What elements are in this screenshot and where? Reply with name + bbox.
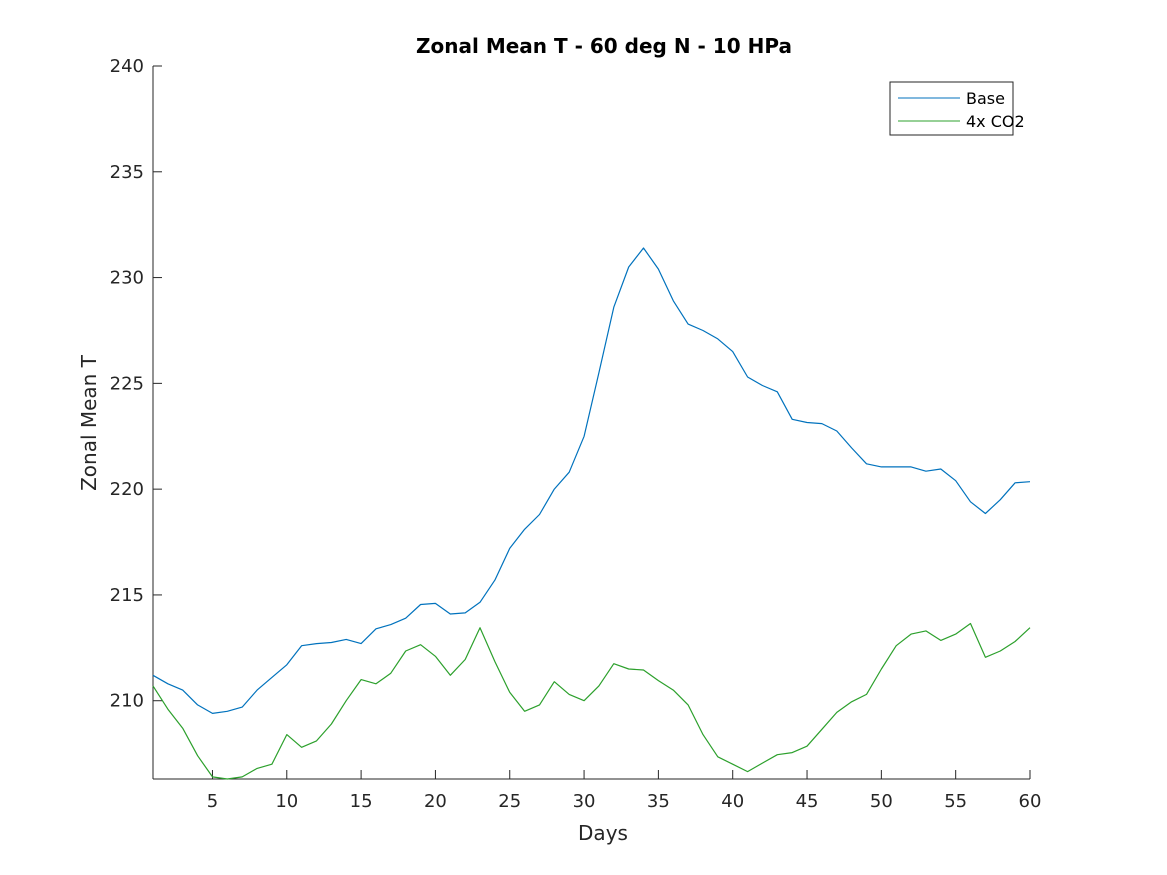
legend-box xyxy=(889,81,1014,136)
y-tick-label: 210 xyxy=(110,691,144,712)
x-tick-label: 20 xyxy=(424,791,447,812)
y-tick-label: 220 xyxy=(110,479,144,500)
y-tick-label: 215 xyxy=(110,585,144,606)
series-line-4x-co2 xyxy=(152,622,1031,780)
chart-title: Zonal Mean T - 60 deg N - 10 HPa xyxy=(416,34,792,58)
x-tick-label: 55 xyxy=(944,791,967,812)
series-line-base xyxy=(152,247,1031,715)
y-tick-label: 230 xyxy=(110,268,144,289)
x-tick-label: 60 xyxy=(1019,791,1042,812)
x-axis-label: Days xyxy=(578,821,628,845)
y-tick-label: 225 xyxy=(110,373,144,394)
x-tick-label: 10 xyxy=(275,791,298,812)
legend-label-base: Base xyxy=(966,89,1005,108)
legend-label-4x-co2: 4x CO2 xyxy=(966,112,1025,131)
x-tick-label: 40 xyxy=(721,791,744,812)
x-tick-label: 5 xyxy=(207,791,218,812)
x-tick-label: 15 xyxy=(350,791,373,812)
series-lines xyxy=(152,247,1031,780)
x-tick-label: 25 xyxy=(498,791,521,812)
y-ticks: 210 215 220 225 230 235 240 xyxy=(110,56,162,712)
x-tick-label: 45 xyxy=(796,791,819,812)
y-tick-label: 240 xyxy=(110,56,144,77)
legend: Base 4x CO2 xyxy=(889,81,1025,136)
x-tick-label: 35 xyxy=(647,791,670,812)
x-ticks: 5 10 15 20 25 30 35 40 45 50 55 60 xyxy=(207,770,1042,812)
y-axis-label: Zonal Mean T xyxy=(77,354,101,491)
x-tick-label: 50 xyxy=(870,791,893,812)
y-tick-label: 235 xyxy=(110,162,144,183)
x-tick-label: 30 xyxy=(573,791,596,812)
